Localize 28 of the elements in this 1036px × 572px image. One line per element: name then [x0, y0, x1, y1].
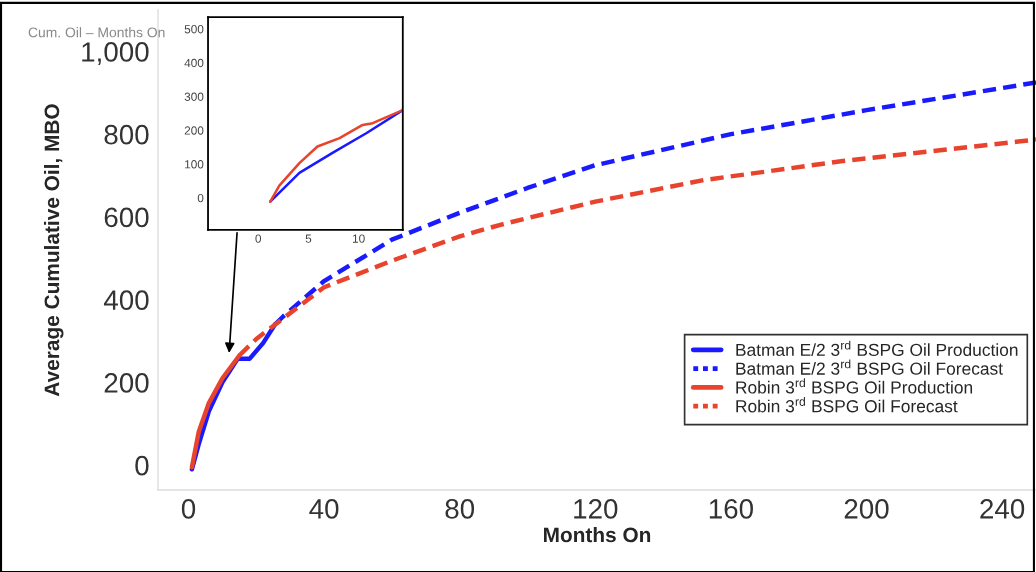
y-tick-label: 500: [184, 25, 204, 34]
legend-label: Batman E/2 3$^{rd}$ BSPG Oil Forecast: [736, 359, 1003, 375]
x-tick-label: 120: [574, 499, 618, 519]
x-tick-label: 160: [709, 499, 753, 519]
y-tick-label: 1,000: [82, 42, 149, 66]
legend-label: Batman E/2 3$^{rd}$ BSPG Oil Production: [736, 340, 1018, 357]
y-tick-label: 300: [184, 92, 204, 101]
y-tick-label: 0: [135, 455, 149, 476]
legend-label: Robin 3$^{rd}$ BSPG Oil Forecast: [736, 396, 958, 413]
x-tick-label: 240: [980, 499, 1025, 519]
y-tick-label: 400: [184, 58, 204, 68]
x-tick-label: 200: [844, 499, 889, 519]
x-tick-label: 0: [255, 234, 262, 243]
x-tick-label: 40: [309, 499, 339, 519]
y-tick-label: 0: [197, 193, 204, 203]
legend-label: Robin 3$^{rd}$ BSPG Oil Production: [736, 378, 973, 394]
x-tick-label: 80: [445, 499, 475, 519]
y-axis-title: Average Cumulative Oil, MBO: [43, 104, 64, 397]
x-tick-label: 5: [305, 234, 312, 243]
x-axis-title: Months On: [544, 526, 651, 543]
y-tick-label: 200: [104, 373, 149, 393]
y-tick-label: 600: [104, 207, 149, 228]
y-tick-label: 100: [185, 160, 204, 169]
y-tick-label: 400: [103, 290, 149, 311]
text: Cum. Oil – Months On: [28, 27, 165, 38]
y-tick-label: 800: [104, 124, 149, 145]
x-tick-label: 10: [352, 234, 365, 243]
y-tick-label: 200: [184, 126, 204, 135]
